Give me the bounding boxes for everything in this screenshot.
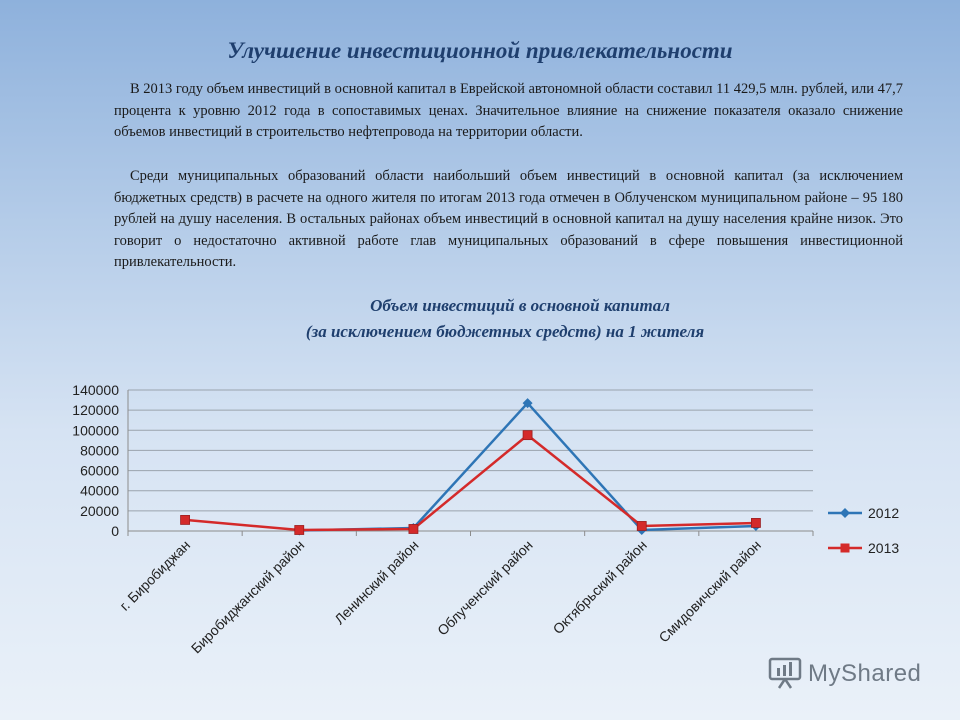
watermark-text: MyShared — [808, 660, 922, 687]
data-point-2013 — [408, 524, 419, 534]
series-line-2012 — [299, 401, 756, 532]
legend-marker-2012 — [840, 508, 850, 518]
x-tick-label: Биробиджанский район — [188, 537, 308, 657]
slide-title: Улучшение инвестиционной привлекательнос… — [227, 38, 733, 63]
x-tick-label: Ленинский район — [331, 537, 421, 627]
presentation-icon — [768, 657, 802, 689]
y-tick-label: 0 — [111, 523, 119, 539]
chart-title-line-2: (за исключением бюджетных средств) на 1 … — [305, 322, 705, 341]
paragraph-investment-2013: В 2013 году объем инвестиций в основной … — [114, 81, 903, 140]
chart-title-line-1: Объем инвестиций в основной капитал — [370, 296, 670, 315]
data-point-2012 — [522, 398, 533, 409]
y-tick-label: 20000 — [80, 503, 119, 519]
data-point-2013 — [180, 515, 190, 525]
legend-marker-2013 — [840, 543, 850, 553]
data-point-2013 — [636, 521, 647, 531]
x-tick-label: Смидовичский район — [655, 537, 764, 646]
legend-label-2013: 2013 — [868, 540, 899, 556]
y-tick-label: 40000 — [80, 483, 119, 499]
x-tick-label: Облученский район — [434, 537, 536, 639]
series-line-2013 — [184, 433, 756, 532]
y-tick-label: 100000 — [72, 422, 119, 438]
legend-label-2012: 2012 — [868, 505, 899, 521]
data-point-2013 — [522, 430, 533, 441]
paragraph-municipal-investment: Среди муниципальных образований области … — [114, 168, 903, 270]
x-tick-label: г. Биробиджан — [116, 537, 193, 614]
data-point-2013 — [294, 525, 305, 535]
y-tick-label: 80000 — [80, 442, 119, 458]
y-tick-label: 60000 — [80, 463, 119, 479]
data-point-2013 — [751, 518, 761, 528]
x-tick-label: Октябрьский район — [550, 537, 650, 637]
y-tick-label: 140000 — [72, 382, 119, 398]
watermark: MyShared — [768, 656, 928, 696]
y-tick-label: 120000 — [72, 402, 119, 418]
